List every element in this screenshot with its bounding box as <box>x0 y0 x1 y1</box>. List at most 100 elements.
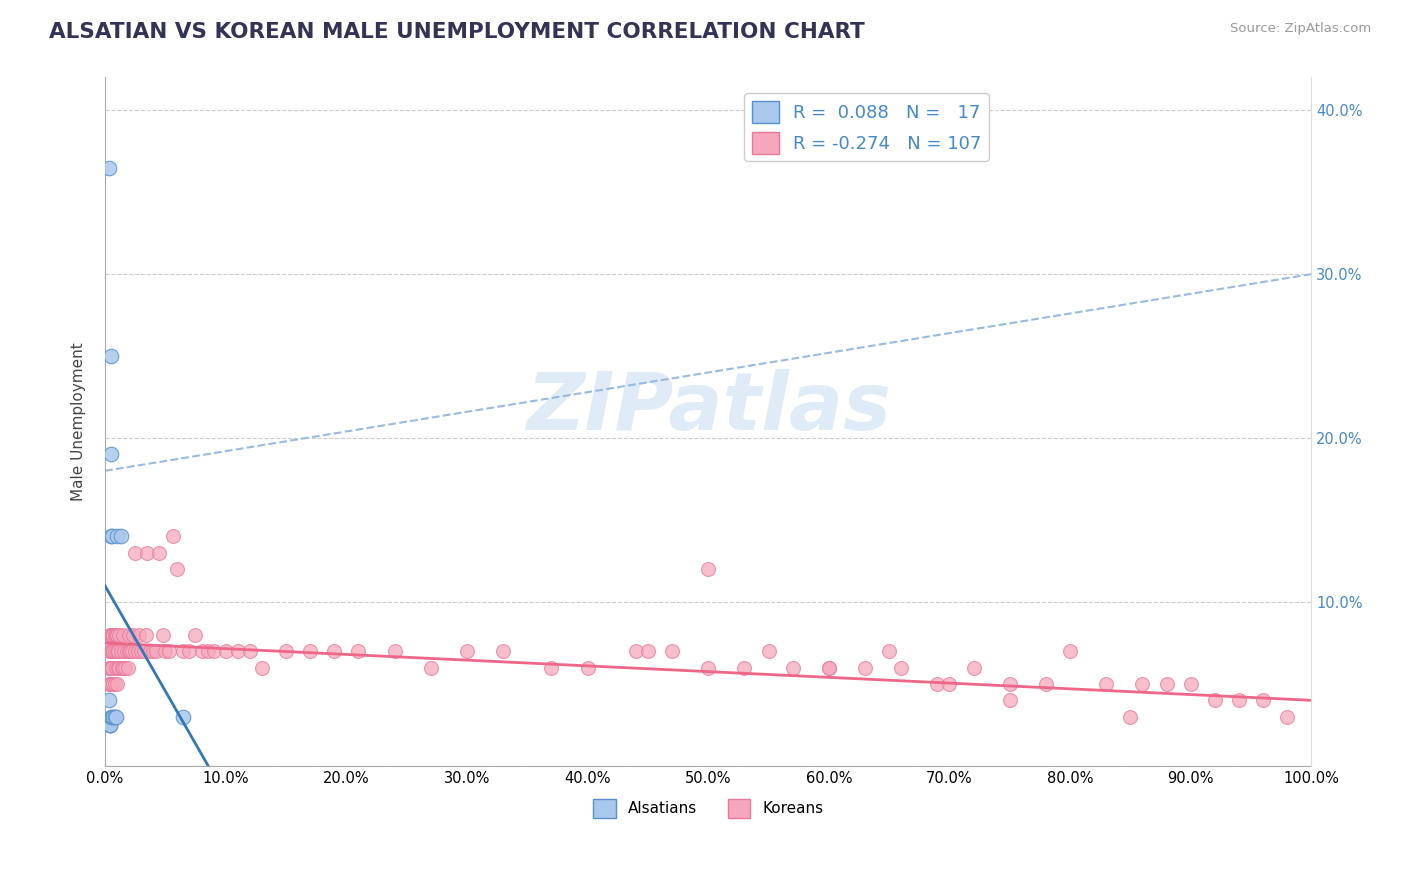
Point <box>97 693 120 707</box>
Point <box>540 660 562 674</box>
Point <box>104 709 127 723</box>
Point <box>103 709 125 723</box>
Point <box>107 660 129 674</box>
Point <box>98 718 121 732</box>
Point <box>108 660 131 674</box>
Legend: Alsatians, Koreans: Alsatians, Koreans <box>586 793 830 823</box>
Point <box>142 644 165 658</box>
Point <box>1251 693 1274 707</box>
Point <box>576 660 599 674</box>
Point <box>110 644 132 658</box>
Point <box>100 447 122 461</box>
Point <box>661 644 683 658</box>
Point <box>157 644 180 658</box>
Point <box>456 644 478 658</box>
Point <box>101 628 124 642</box>
Point <box>101 709 124 723</box>
Point <box>104 644 127 658</box>
Point <box>118 628 141 642</box>
Point <box>624 644 647 658</box>
Point <box>128 628 150 642</box>
Point <box>492 644 515 658</box>
Point <box>184 628 207 642</box>
Point <box>877 644 900 658</box>
Point <box>121 628 143 642</box>
Point <box>758 644 780 658</box>
Point <box>214 644 236 658</box>
Point <box>197 644 219 658</box>
Point <box>105 677 128 691</box>
Point <box>1119 709 1142 723</box>
Point <box>110 529 132 543</box>
Point <box>1035 677 1057 691</box>
Point <box>138 644 160 658</box>
Point <box>105 529 128 543</box>
Point <box>118 644 141 658</box>
Point <box>782 660 804 674</box>
Point <box>1059 644 1081 658</box>
Point <box>998 677 1021 691</box>
Y-axis label: Male Unemployment: Male Unemployment <box>72 343 86 501</box>
Point <box>98 718 121 732</box>
Point <box>152 628 174 642</box>
Point <box>112 644 135 658</box>
Point <box>274 644 297 658</box>
Point <box>100 660 122 674</box>
Point <box>129 644 152 658</box>
Point <box>890 660 912 674</box>
Point <box>1180 677 1202 691</box>
Point <box>179 644 201 658</box>
Point <box>121 644 143 658</box>
Point <box>103 644 125 658</box>
Point <box>172 709 194 723</box>
Point <box>136 546 159 560</box>
Point <box>250 660 273 674</box>
Point <box>1204 693 1226 707</box>
Point <box>98 628 121 642</box>
Point <box>104 677 127 691</box>
Point <box>107 644 129 658</box>
Point <box>697 660 720 674</box>
Point <box>124 546 146 560</box>
Point <box>101 644 124 658</box>
Point <box>226 644 249 658</box>
Point <box>100 709 122 723</box>
Point <box>100 677 122 691</box>
Point <box>817 660 839 674</box>
Point <box>347 644 370 658</box>
Point <box>98 677 121 691</box>
Point <box>166 562 188 576</box>
Point <box>1156 677 1178 691</box>
Point <box>112 660 135 674</box>
Point <box>155 644 177 658</box>
Point <box>114 660 136 674</box>
Point <box>97 660 120 674</box>
Point <box>101 660 124 674</box>
Point <box>97 644 120 658</box>
Point <box>1132 677 1154 691</box>
Point <box>202 644 225 658</box>
Point <box>101 529 124 543</box>
Point <box>100 628 122 642</box>
Point <box>104 628 127 642</box>
Point <box>98 660 121 674</box>
Point <box>1227 693 1250 707</box>
Point <box>927 677 949 691</box>
Point <box>120 644 142 658</box>
Point <box>419 660 441 674</box>
Point <box>104 628 127 642</box>
Point <box>384 644 406 658</box>
Point <box>145 644 167 658</box>
Point <box>100 349 122 363</box>
Point <box>323 644 346 658</box>
Point <box>1277 709 1299 723</box>
Point <box>190 644 212 658</box>
Point <box>697 562 720 576</box>
Point <box>637 644 659 658</box>
Text: Source: ZipAtlas.com: Source: ZipAtlas.com <box>1230 22 1371 36</box>
Point <box>817 660 839 674</box>
Point <box>103 628 125 642</box>
Point <box>853 660 876 674</box>
Point <box>115 644 138 658</box>
Point <box>1095 677 1118 691</box>
